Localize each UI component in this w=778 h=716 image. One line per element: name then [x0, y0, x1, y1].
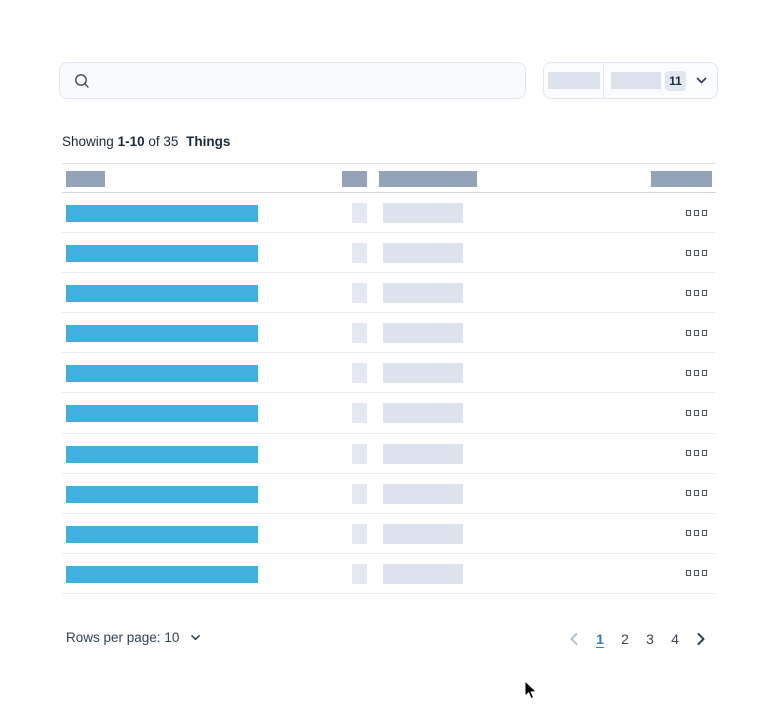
page-numbers: 1 2 3 4	[592, 628, 683, 650]
table-row	[62, 393, 716, 434]
ellipsis-squares-icon[interactable]	[686, 530, 707, 537]
header-cell-skeleton	[379, 171, 477, 187]
filter-value-skeleton	[611, 72, 661, 89]
page-number-2[interactable]: 2	[621, 631, 629, 647]
row-wide-skeleton	[383, 443, 463, 464]
ellipsis-squares-icon[interactable]	[686, 450, 707, 457]
ellipsis-squares-icon[interactable]	[686, 410, 707, 417]
filter-right-segment[interactable]: 11	[604, 63, 717, 98]
row-wide-skeleton	[383, 483, 463, 504]
row-small-skeleton	[352, 483, 367, 504]
data-table	[62, 163, 716, 594]
filter-label-skeleton	[547, 72, 600, 89]
row-wide-skeleton	[383, 323, 463, 344]
table-row	[62, 514, 716, 554]
table-row	[62, 193, 716, 234]
row-small-skeleton	[352, 363, 367, 384]
row-small-skeleton	[352, 243, 367, 264]
table-row	[62, 554, 716, 594]
summary-range: 1-10	[117, 134, 145, 149]
row-primary-skeleton	[66, 485, 258, 503]
page-number-3[interactable]: 3	[646, 631, 654, 647]
ellipsis-squares-icon[interactable]	[686, 490, 707, 497]
table-row	[62, 474, 716, 514]
row-primary-skeleton	[66, 565, 258, 583]
ellipsis-squares-icon[interactable]	[686, 329, 707, 336]
summary-prefix: Showing	[62, 134, 114, 149]
row-primary-skeleton	[66, 365, 258, 383]
ellipsis-squares-icon[interactable]	[686, 369, 707, 376]
row-wide-skeleton	[383, 403, 463, 424]
row-small-skeleton	[352, 443, 367, 464]
table-row	[62, 434, 716, 474]
header-cell-skeleton	[342, 171, 367, 187]
search-bar[interactable]	[59, 62, 526, 99]
row-small-skeleton	[352, 403, 367, 424]
row-wide-skeleton	[383, 363, 463, 384]
chevron-left-icon[interactable]	[565, 628, 583, 650]
chevron-right-icon[interactable]	[692, 628, 710, 650]
filter-count-badge: 11	[665, 70, 686, 91]
row-small-skeleton	[352, 523, 367, 544]
summary-middle: of 35	[148, 134, 179, 149]
search-input[interactable]	[99, 72, 525, 89]
filter-left-segment[interactable]	[544, 63, 604, 98]
table-row	[62, 313, 716, 354]
table-body	[62, 193, 716, 594]
row-primary-skeleton	[66, 445, 258, 463]
row-wide-skeleton	[383, 283, 463, 304]
summary-entity: Things	[186, 134, 231, 149]
row-small-skeleton	[352, 283, 367, 304]
page-number-4[interactable]: 4	[671, 631, 679, 647]
rows-per-page-label: Rows per page:	[66, 630, 161, 645]
row-small-skeleton	[352, 563, 367, 584]
row-primary-skeleton	[66, 325, 258, 343]
table-row	[62, 353, 716, 394]
header-cell-skeleton	[66, 171, 105, 187]
table-row	[62, 273, 716, 314]
row-wide-skeleton	[383, 523, 463, 544]
ellipsis-squares-icon[interactable]	[686, 570, 707, 577]
ellipsis-squares-icon[interactable]	[686, 209, 707, 216]
table-row	[62, 233, 716, 274]
filter-dropdown[interactable]: 11	[543, 62, 718, 99]
chevron-down-icon	[694, 73, 709, 88]
ellipsis-squares-icon[interactable]	[686, 289, 707, 296]
search-icon	[73, 72, 91, 90]
ellipsis-squares-icon[interactable]	[686, 249, 707, 256]
row-wide-skeleton	[383, 243, 463, 264]
header-cell-skeleton	[651, 171, 712, 187]
row-primary-skeleton	[66, 405, 258, 423]
rows-per-page-value: 10	[164, 630, 180, 645]
row-small-skeleton	[352, 203, 367, 223]
row-wide-skeleton	[383, 563, 463, 584]
row-primary-skeleton	[66, 285, 258, 303]
row-wide-skeleton	[383, 203, 463, 223]
row-primary-skeleton	[66, 525, 258, 543]
rows-per-page-select[interactable]: Rows per page: 10	[66, 630, 202, 645]
row-small-skeleton	[352, 323, 367, 344]
pagination: 1 2 3 4	[565, 628, 710, 650]
chevron-down-icon	[189, 631, 202, 644]
row-primary-skeleton	[66, 205, 258, 222]
page-number-1[interactable]: 1	[596, 631, 604, 647]
row-primary-skeleton	[66, 245, 258, 263]
table-header-row	[62, 163, 716, 193]
results-summary: Showing 1-10 of 35 Things	[62, 134, 230, 149]
mouse-cursor	[524, 679, 540, 707]
